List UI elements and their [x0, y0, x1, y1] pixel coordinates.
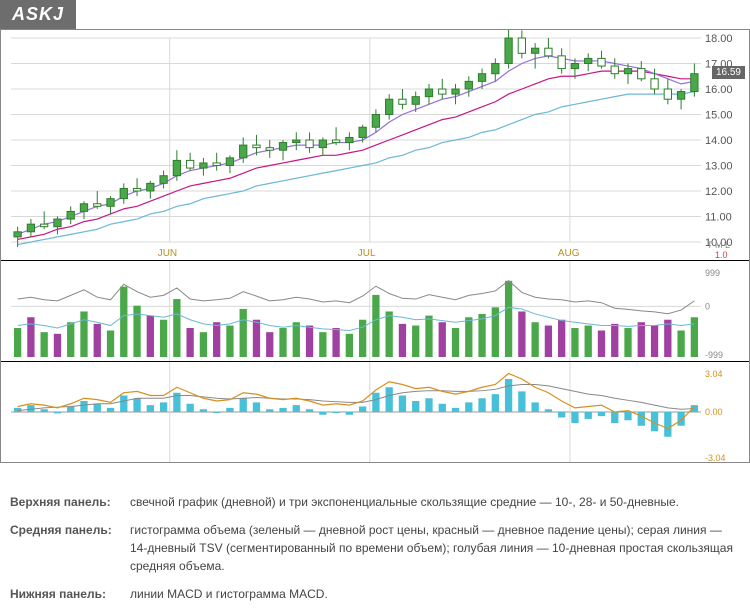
legend-top-text: свечной график (дневной) и три экспоненц…: [130, 493, 740, 511]
svg-text:3.04: 3.04: [705, 369, 723, 379]
legend-top-label: Верхняя панель:: [10, 493, 130, 511]
svg-text:-999: -999: [705, 350, 723, 360]
svg-text:M: M: [715, 240, 723, 250]
svg-text:999: 999: [705, 268, 720, 278]
svg-text:1.0: 1.0: [715, 250, 728, 260]
svg-text:12.00: 12.00: [705, 186, 733, 198]
legend-bot-text: линии MACD и гистограмма MACD.: [130, 585, 740, 603]
svg-text:-3.04: -3.04: [705, 453, 726, 462]
svg-text:JUL: JUL: [358, 248, 376, 259]
svg-text:0: 0: [705, 301, 710, 311]
legend-mid-label: Средняя панель:: [10, 521, 130, 575]
svg-text:AUG: AUG: [558, 248, 580, 259]
legend-mid-text: гистограмма объема (зеленый — дневной ро…: [130, 521, 740, 575]
svg-text:13.00: 13.00: [705, 161, 733, 173]
macd-panel: 3.04 0.00 -3.04: [1, 362, 749, 462]
svg-text:15.00: 15.00: [705, 110, 733, 122]
svg-text:11.00: 11.00: [705, 212, 732, 224]
legend-block: Верхняя панель: свечной график (дневной)…: [0, 493, 750, 603]
svg-text:16.00: 16.00: [705, 84, 733, 96]
chart-frame: 10.0011.0012.0013.0014.0015.0016.0017.00…: [0, 29, 750, 463]
svg-text:0.00: 0.00: [705, 407, 723, 417]
svg-text:14.00: 14.00: [705, 135, 733, 147]
svg-text:T: T: [707, 240, 713, 250]
ticker-badge: ASKJ: [0, 0, 76, 29]
svg-text:18.00: 18.00: [705, 33, 733, 45]
last-price-tag: 16.59: [712, 66, 745, 79]
svg-text:JUN: JUN: [158, 248, 177, 259]
legend-bot-label: Нижняя панель:: [10, 585, 130, 603]
price-panel: 10.0011.0012.0013.0014.0015.0016.0017.00…: [1, 30, 749, 261]
svg-text:L: L: [725, 240, 730, 250]
volume-panel: 999 0 -999: [1, 261, 749, 362]
